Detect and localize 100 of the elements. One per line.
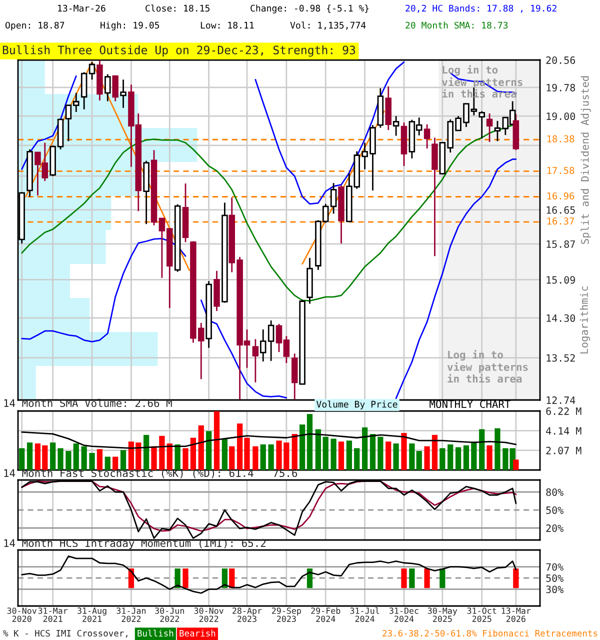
line-series bbox=[21, 555, 517, 594]
bar bbox=[58, 448, 64, 470]
x-tick-label: 31-Oct 2025 bbox=[467, 608, 496, 622]
bar bbox=[440, 448, 446, 470]
y-tick-label: 20% bbox=[546, 524, 564, 532]
bar bbox=[401, 433, 407, 470]
y-tick-label: 19.78 bbox=[546, 84, 576, 92]
bar bbox=[330, 438, 336, 470]
x-tick-label: 30-Nov 2022 bbox=[194, 608, 224, 622]
bar bbox=[393, 443, 399, 470]
y-tick-label: 30% bbox=[546, 586, 564, 594]
x-tick-label: 13-Mar 2026 bbox=[502, 608, 531, 622]
y-tick-label: 12.74 bbox=[546, 396, 576, 404]
bar bbox=[494, 428, 500, 470]
y-tick-label: 80% bbox=[546, 488, 564, 496]
bar bbox=[502, 448, 508, 470]
chart-title: 14 Month HCS Intraday Momentum (IMI): 65.2 bbox=[4, 538, 266, 550]
y-tick-label: 19.00 bbox=[546, 112, 576, 120]
candlestick bbox=[486, 112, 493, 143]
bar bbox=[292, 434, 298, 470]
bar bbox=[448, 444, 454, 470]
ref-line-label: 16.96 bbox=[547, 192, 574, 200]
bar bbox=[166, 443, 172, 470]
bar bbox=[479, 429, 485, 470]
x-tick-label: 28-Apr 2023 bbox=[232, 608, 262, 622]
candlestick bbox=[330, 182, 337, 214]
bar bbox=[463, 445, 470, 470]
chart-title: 14 Month Fast Stochastic (%K) (%D): 61.4 75.6 bbox=[4, 468, 298, 478]
text: 20,2 HC Bands: 17.88 , 19.62 bbox=[406, 4, 556, 13]
bar bbox=[362, 427, 368, 470]
x-tick-label: 30-Jun 2022 bbox=[155, 608, 184, 622]
bar bbox=[370, 434, 376, 470]
candlestick bbox=[424, 124, 430, 150]
text: Open: 18.87 bbox=[6, 22, 64, 30]
text: Change: -0.98 {-5.1 %} bbox=[250, 4, 369, 14]
bar bbox=[174, 444, 180, 470]
bar bbox=[81, 446, 87, 470]
x-tick-label: 31-Mar 2021 bbox=[38, 608, 68, 622]
bar bbox=[229, 446, 235, 470]
text: Bearish bbox=[180, 630, 216, 637]
bar bbox=[190, 438, 196, 470]
ref-line-label: 16.37 bbox=[547, 218, 574, 225]
bar bbox=[432, 434, 438, 470]
candlestick bbox=[392, 115, 400, 136]
text: 13-Mar-26 bbox=[58, 4, 106, 12]
bar bbox=[486, 445, 492, 470]
y-tick-label: 4.14 M bbox=[546, 427, 582, 435]
legend-title: % K - HCS IMI Crossover, bbox=[3, 630, 128, 638]
y-tick-label: 14.30 bbox=[546, 314, 576, 322]
bar bbox=[252, 446, 258, 470]
bar bbox=[455, 447, 462, 470]
candlestick bbox=[104, 74, 111, 102]
bar bbox=[322, 436, 328, 470]
candlestick bbox=[80, 72, 88, 110]
x-tick-label: 29-Feb 2024 bbox=[311, 607, 340, 622]
x-tick-label: 30-Nov 2020 bbox=[7, 608, 36, 622]
bar bbox=[182, 448, 188, 470]
bar bbox=[214, 411, 220, 470]
y-tick-label: 15.87 bbox=[546, 240, 575, 248]
bar bbox=[386, 442, 392, 470]
candlestick bbox=[112, 74, 118, 102]
bar bbox=[151, 446, 157, 470]
bar bbox=[73, 443, 79, 470]
bar bbox=[89, 452, 95, 470]
x-tick-label: 31-Jan 2022 bbox=[116, 608, 146, 622]
ref-line-label: 17.58 bbox=[547, 166, 574, 174]
bar bbox=[306, 414, 313, 470]
bar bbox=[206, 431, 212, 470]
text: 20 Month SMA: 18.73 bbox=[406, 22, 508, 29]
y-tick-label: 15.09 bbox=[546, 276, 575, 284]
bar bbox=[66, 451, 72, 470]
line-series bbox=[21, 431, 517, 449]
bar bbox=[315, 429, 322, 470]
bar bbox=[268, 444, 274, 470]
bar bbox=[222, 438, 228, 470]
y-tick-label: 2.07 M bbox=[546, 446, 582, 454]
candlestick bbox=[260, 328, 266, 362]
bar bbox=[354, 448, 360, 470]
chart-title: 14 Month SMA Volume: 2.66 M bbox=[4, 398, 172, 408]
bar bbox=[50, 442, 56, 470]
x-tick-label: 31-Dec 2024 bbox=[390, 608, 418, 622]
bar bbox=[26, 442, 33, 470]
ref-line-label: 18.38 bbox=[547, 135, 574, 142]
x-tick-label: 31-Aug 2021 bbox=[78, 608, 106, 622]
bar bbox=[513, 460, 519, 470]
x-tick-label: 31-Jul 2024 bbox=[350, 607, 380, 622]
y-tick-label: 50% bbox=[546, 506, 564, 514]
bar bbox=[198, 425, 204, 470]
bar bbox=[159, 436, 165, 470]
text: Logarithmic bbox=[580, 286, 590, 354]
text: Low: 18.11 bbox=[200, 22, 254, 29]
bar bbox=[346, 440, 352, 470]
y-tick-label: 13.52 bbox=[546, 354, 575, 362]
y-tick-label: 50% bbox=[546, 574, 564, 582]
text: Vol: 1,135,774 bbox=[290, 22, 366, 30]
candlestick bbox=[252, 338, 259, 384]
bar bbox=[104, 456, 110, 470]
text: Volume By Price bbox=[316, 400, 398, 410]
x-tick-label: 30-May 2025 bbox=[428, 608, 458, 622]
bar bbox=[338, 442, 344, 470]
